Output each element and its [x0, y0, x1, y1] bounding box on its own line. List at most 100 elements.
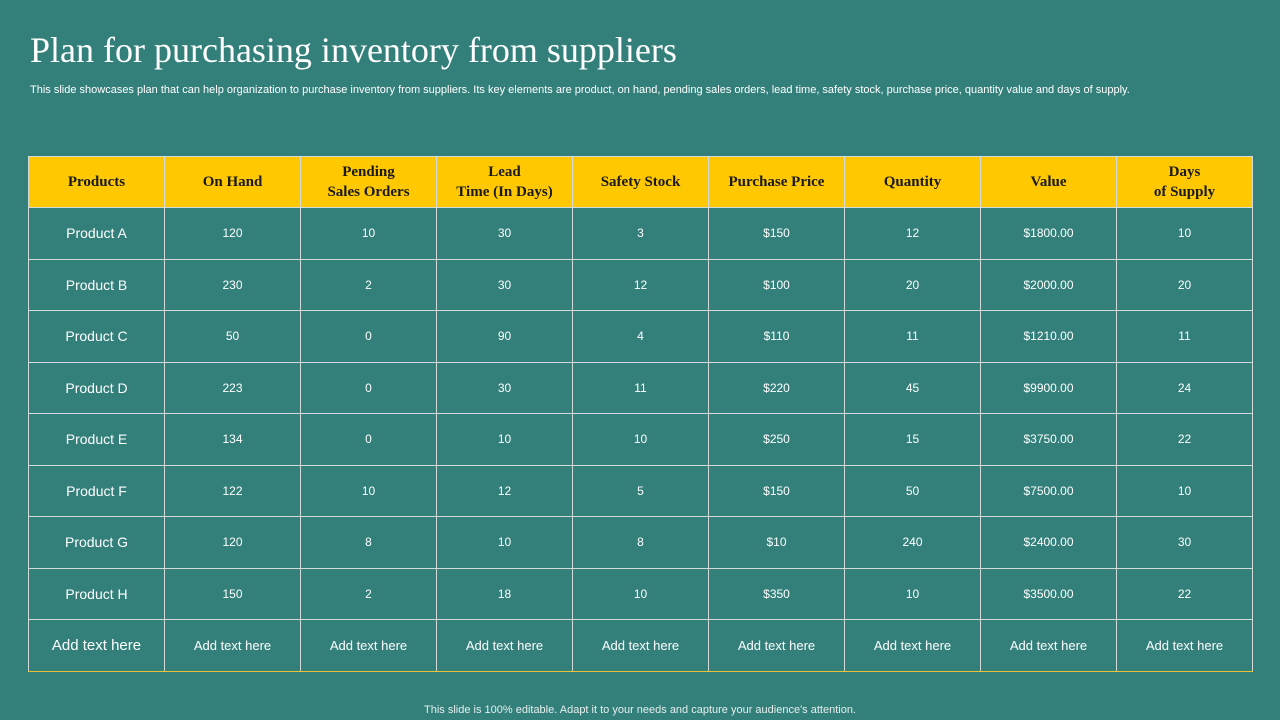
cell-product: Product E	[28, 413, 165, 466]
cell-product: Product F	[28, 464, 165, 517]
header-products: Products	[28, 156, 165, 208]
cell-on-hand: 120	[164, 516, 301, 569]
footer-note: This slide is 100% editable. Adapt it to…	[424, 704, 856, 716]
cell-lead-time: 90	[436, 310, 573, 363]
header-value: Value	[980, 156, 1117, 208]
cell-safety-stock: 8	[572, 516, 709, 569]
table-row: Product C 50 0 90 4 $110 11 $1210.00 11	[28, 310, 1253, 363]
cell-lead-time: 30	[436, 258, 573, 311]
cell-safety-stock: 3	[572, 207, 709, 260]
cell-placeholder: Add text here	[980, 619, 1117, 672]
cell-pending-sales-orders: 10	[300, 207, 437, 260]
cell-days-of-supply: 22	[1116, 413, 1253, 466]
cell-value: $2000.00	[980, 258, 1117, 311]
cell-lead-time: 30	[436, 207, 573, 260]
cell-purchase-price: $10	[708, 516, 845, 569]
cell-quantity: 12	[844, 207, 981, 260]
cell-days-of-supply: 10	[1116, 464, 1253, 517]
cell-pending-sales-orders: 2	[300, 567, 437, 620]
cell-lead-time: 10	[436, 413, 573, 466]
inventory-table-container: Products On Hand Pending Sales Orders Le…	[28, 156, 1253, 672]
cell-product: Product A	[28, 207, 165, 260]
cell-purchase-price: $150	[708, 207, 845, 260]
cell-safety-stock: 10	[572, 413, 709, 466]
cell-product-placeholder: Add text here	[28, 619, 165, 672]
inventory-table: Products On Hand Pending Sales Orders Le…	[28, 156, 1253, 672]
cell-placeholder: Add text here	[436, 619, 573, 672]
cell-value: $1800.00	[980, 207, 1117, 260]
table-row: Product D 223 0 30 11 $220 45 $9900.00 2…	[28, 361, 1253, 414]
cell-pending-sales-orders: 0	[300, 361, 437, 414]
cell-lead-time: 18	[436, 567, 573, 620]
cell-on-hand: 50	[164, 310, 301, 363]
cell-days-of-supply: 22	[1116, 567, 1253, 620]
cell-value: $7500.00	[980, 464, 1117, 517]
header-lead-time: Lead Time (In Days)	[436, 156, 573, 208]
cell-quantity: 10	[844, 567, 981, 620]
table-row: Product H 150 2 18 10 $350 10 $3500.00 2…	[28, 567, 1253, 620]
cell-quantity: 240	[844, 516, 981, 569]
cell-placeholder: Add text here	[300, 619, 437, 672]
cell-quantity: 20	[844, 258, 981, 311]
cell-quantity: 11	[844, 310, 981, 363]
table-row: Product G 120 8 10 8 $10 240 $2400.00 30	[28, 516, 1253, 569]
cell-on-hand: 120	[164, 207, 301, 260]
cell-value: $3500.00	[980, 567, 1117, 620]
cell-quantity: 50	[844, 464, 981, 517]
header-quantity: Quantity	[844, 156, 981, 208]
cell-on-hand: 223	[164, 361, 301, 414]
cell-value: $1210.00	[980, 310, 1117, 363]
header-days-of-supply: Days of Supply	[1116, 156, 1253, 208]
cell-placeholder: Add text here	[572, 619, 709, 672]
header-pending-sales-orders: Pending Sales Orders	[300, 156, 437, 208]
cell-purchase-price: $110	[708, 310, 845, 363]
cell-placeholder: Add text here	[708, 619, 845, 672]
cell-safety-stock: 5	[572, 464, 709, 517]
table-row: Product E 134 0 10 10 $250 15 $3750.00 2…	[28, 413, 1253, 466]
cell-purchase-price: $100	[708, 258, 845, 311]
page-subtitle: This slide showcases plan that can help …	[30, 84, 1130, 96]
cell-pending-sales-orders: 8	[300, 516, 437, 569]
table-header-row: Products On Hand Pending Sales Orders Le…	[28, 156, 1253, 208]
table-row: Product B 230 2 30 12 $100 20 $2000.00 2…	[28, 258, 1253, 311]
cell-on-hand: 122	[164, 464, 301, 517]
cell-quantity: 45	[844, 361, 981, 414]
cell-purchase-price: $350	[708, 567, 845, 620]
cell-on-hand: 150	[164, 567, 301, 620]
cell-placeholder: Add text here	[844, 619, 981, 672]
cell-days-of-supply: 24	[1116, 361, 1253, 414]
page-title: Plan for purchasing inventory from suppl…	[30, 30, 677, 70]
header-purchase-price: Purchase Price	[708, 156, 845, 208]
cell-days-of-supply: 10	[1116, 207, 1253, 260]
cell-product: Product C	[28, 310, 165, 363]
cell-days-of-supply: 20	[1116, 258, 1253, 311]
cell-purchase-price: $150	[708, 464, 845, 517]
cell-lead-time: 12	[436, 464, 573, 517]
header-safety-stock: Safety Stock	[572, 156, 709, 208]
cell-days-of-supply: 30	[1116, 516, 1253, 569]
cell-pending-sales-orders: 0	[300, 310, 437, 363]
cell-lead-time: 10	[436, 516, 573, 569]
cell-quantity: 15	[844, 413, 981, 466]
cell-product: Product H	[28, 567, 165, 620]
cell-pending-sales-orders: 0	[300, 413, 437, 466]
cell-pending-sales-orders: 2	[300, 258, 437, 311]
header-on-hand: On Hand	[164, 156, 301, 208]
cell-days-of-supply: 11	[1116, 310, 1253, 363]
cell-on-hand: 134	[164, 413, 301, 466]
table-row: Product F 122 10 12 5 $150 50 $7500.00 1…	[28, 464, 1253, 517]
cell-pending-sales-orders: 10	[300, 464, 437, 517]
cell-purchase-price: $220	[708, 361, 845, 414]
cell-product: Product G	[28, 516, 165, 569]
cell-safety-stock: 4	[572, 310, 709, 363]
cell-value: $9900.00	[980, 361, 1117, 414]
table-row: Product A 120 10 30 3 $150 12 $1800.00 1…	[28, 207, 1253, 260]
cell-product: Product B	[28, 258, 165, 311]
table-row-placeholder: Add text here Add text here Add text her…	[28, 619, 1253, 672]
cell-safety-stock: 10	[572, 567, 709, 620]
cell-on-hand: 230	[164, 258, 301, 311]
cell-safety-stock: 11	[572, 361, 709, 414]
cell-placeholder: Add text here	[164, 619, 301, 672]
cell-value: $3750.00	[980, 413, 1117, 466]
cell-lead-time: 30	[436, 361, 573, 414]
